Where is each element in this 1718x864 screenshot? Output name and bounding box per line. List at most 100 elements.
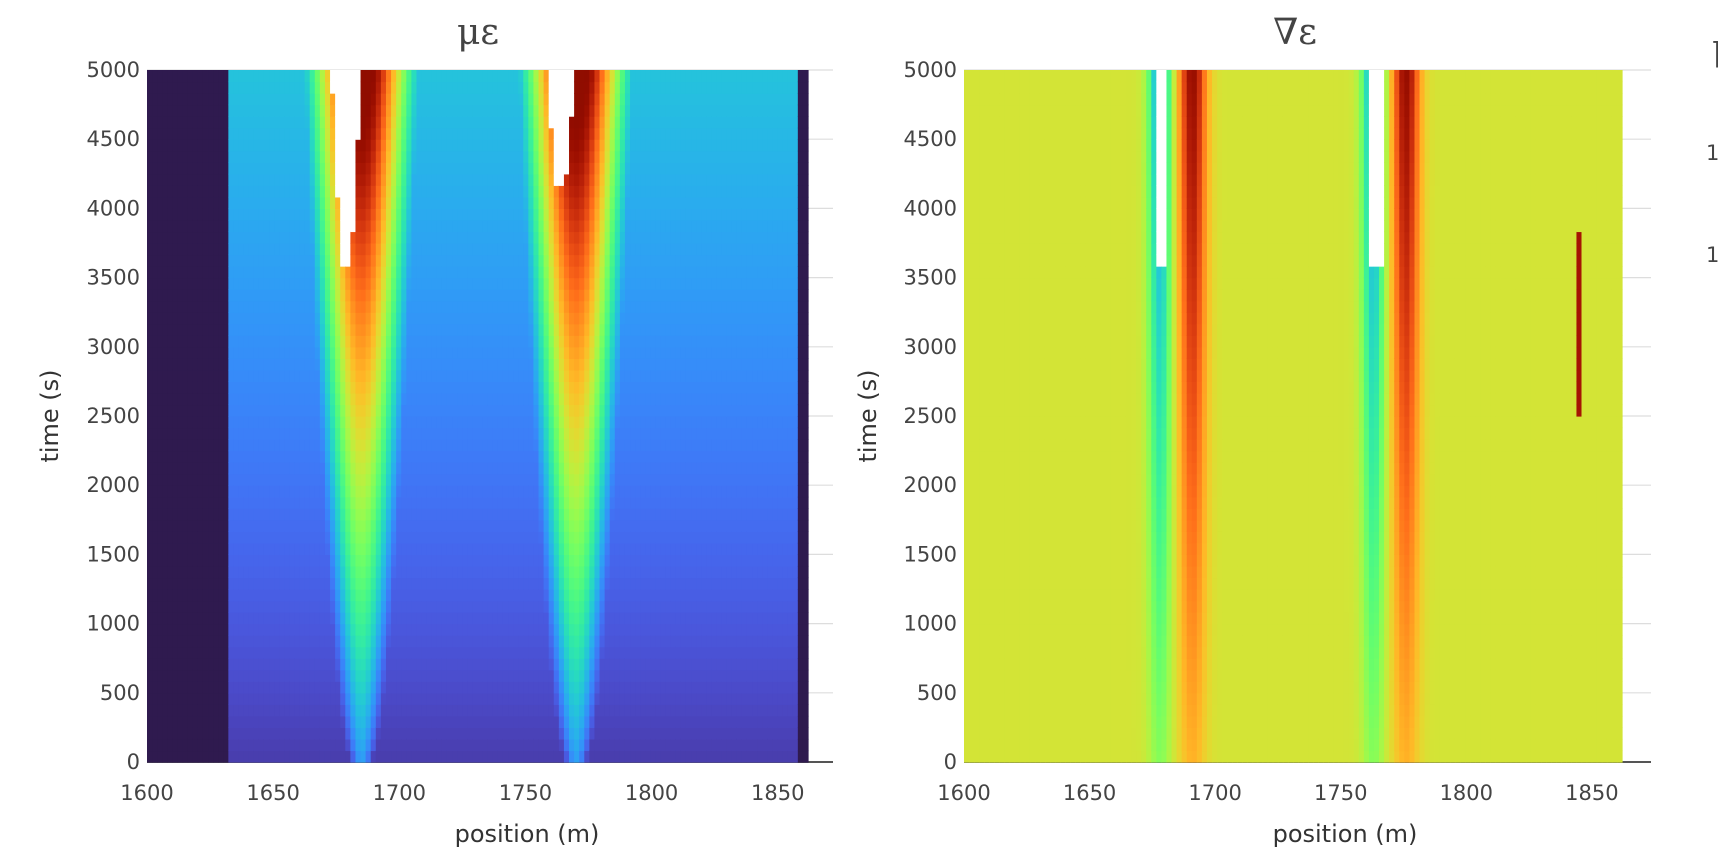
heatmap-cell [457, 185, 463, 198]
heatmap-cell [238, 300, 245, 313]
heatmap-cell [345, 635, 351, 648]
heatmap-cell [477, 289, 484, 302]
heatmap-cell [208, 577, 214, 590]
heatmap-cell [472, 254, 479, 267]
heatmap-cell [182, 462, 189, 475]
heatmap-cell [513, 704, 519, 717]
heatmap-cell [416, 196, 423, 209]
heatmap-cell [375, 692, 382, 705]
heatmap-cell [380, 519, 387, 532]
heatmap-cell [533, 485, 540, 498]
heatmap-cell [309, 289, 316, 302]
heatmap-cell [314, 346, 321, 359]
heatmap-cell [269, 127, 275, 140]
heatmap-cell [284, 658, 290, 671]
heatmap-cell [502, 635, 509, 648]
heatmap-cell [487, 162, 494, 175]
heatmap-cell [314, 369, 321, 382]
heatmap-cell [350, 542, 357, 555]
heatmap-cell [406, 346, 412, 359]
heatmap-cell [182, 554, 189, 567]
heatmap-cell [182, 600, 189, 613]
heatmap-cell [314, 335, 321, 348]
heatmap-cell [431, 439, 438, 452]
heatmap-cell [309, 531, 316, 544]
heatmap-cell [152, 589, 158, 602]
heatmap-cell [157, 173, 163, 186]
heatmap-cell [258, 727, 265, 740]
heatmap-cell [243, 335, 250, 348]
heatmap-cell [233, 312, 240, 325]
heatmap-cell [319, 531, 326, 544]
heatmap-cell [401, 70, 407, 83]
heatmap-cell [157, 462, 163, 475]
heatmap-cell [284, 519, 290, 532]
heatmap-cell [324, 704, 331, 717]
heatmap-cell [548, 381, 555, 394]
heatmap-cell [218, 243, 224, 256]
heatmap-cell [218, 266, 224, 279]
heatmap-cell [299, 289, 306, 302]
heatmap-cell [243, 439, 250, 452]
heatmap-cell [289, 669, 296, 682]
heatmap-cell [467, 692, 474, 705]
heatmap-cell [391, 750, 397, 763]
heatmap-cell [548, 70, 555, 83]
heatmap-cell [528, 116, 535, 129]
heatmap-cell [360, 612, 367, 625]
heatmap-cell [401, 81, 407, 94]
heatmap-cell [284, 70, 290, 83]
heatmap-cell [446, 577, 453, 590]
heatmap-cell [416, 623, 423, 636]
heatmap-cell [533, 589, 540, 602]
heatmap-cell [289, 358, 296, 371]
heatmap-cell [147, 231, 153, 244]
heatmap-cell [370, 554, 377, 567]
heatmap-cell [213, 635, 219, 648]
heatmap-cell [487, 254, 494, 267]
heatmap-cell [543, 208, 550, 221]
heatmap-cell [233, 219, 240, 233]
heatmap-cell [208, 542, 214, 555]
heatmap-cell [294, 104, 301, 117]
heatmap-cell [355, 473, 362, 486]
heatmap-cell [411, 531, 418, 544]
heatmap-cell [314, 116, 321, 129]
heatmap-cell [406, 427, 412, 440]
heatmap-cell [258, 496, 265, 509]
heatmap-cell [370, 416, 377, 429]
heatmap-cell [457, 300, 463, 313]
heatmap-cell [401, 392, 407, 406]
heatmap-cell [487, 450, 494, 463]
heatmap-cell [248, 715, 255, 728]
heatmap-cell [533, 658, 540, 671]
heatmap-cell [147, 473, 153, 486]
heatmap-cell [436, 508, 443, 521]
heatmap-cell [197, 427, 204, 440]
heatmap-cell [416, 681, 423, 694]
heatmap-cell [385, 81, 392, 94]
heatmap-cell [548, 531, 555, 544]
heatmap-cell [243, 358, 250, 371]
heatmap-cell [350, 692, 357, 705]
heatmap-cell [314, 289, 321, 302]
heatmap-cell [238, 473, 245, 486]
heatmap-cell [223, 254, 229, 267]
heatmap-cell [223, 565, 229, 579]
heatmap-cell [421, 704, 428, 717]
heatmap-cell [492, 600, 499, 613]
heatmap-cell [299, 427, 306, 440]
heatmap-cell [340, 127, 346, 140]
heatmap-cell [213, 323, 219, 336]
heatmap-cell [238, 416, 245, 429]
heatmap-cell [370, 323, 377, 336]
heatmap-cell [467, 462, 474, 475]
heatmap-cell [152, 623, 158, 636]
heatmap-cell [314, 554, 321, 567]
heatmap-cell [192, 404, 199, 417]
heatmap-cell [462, 266, 468, 279]
heatmap-cell [269, 542, 275, 555]
heatmap-cell [497, 473, 504, 486]
heatmap-cell [436, 462, 443, 475]
heatmap-cell [523, 381, 529, 394]
